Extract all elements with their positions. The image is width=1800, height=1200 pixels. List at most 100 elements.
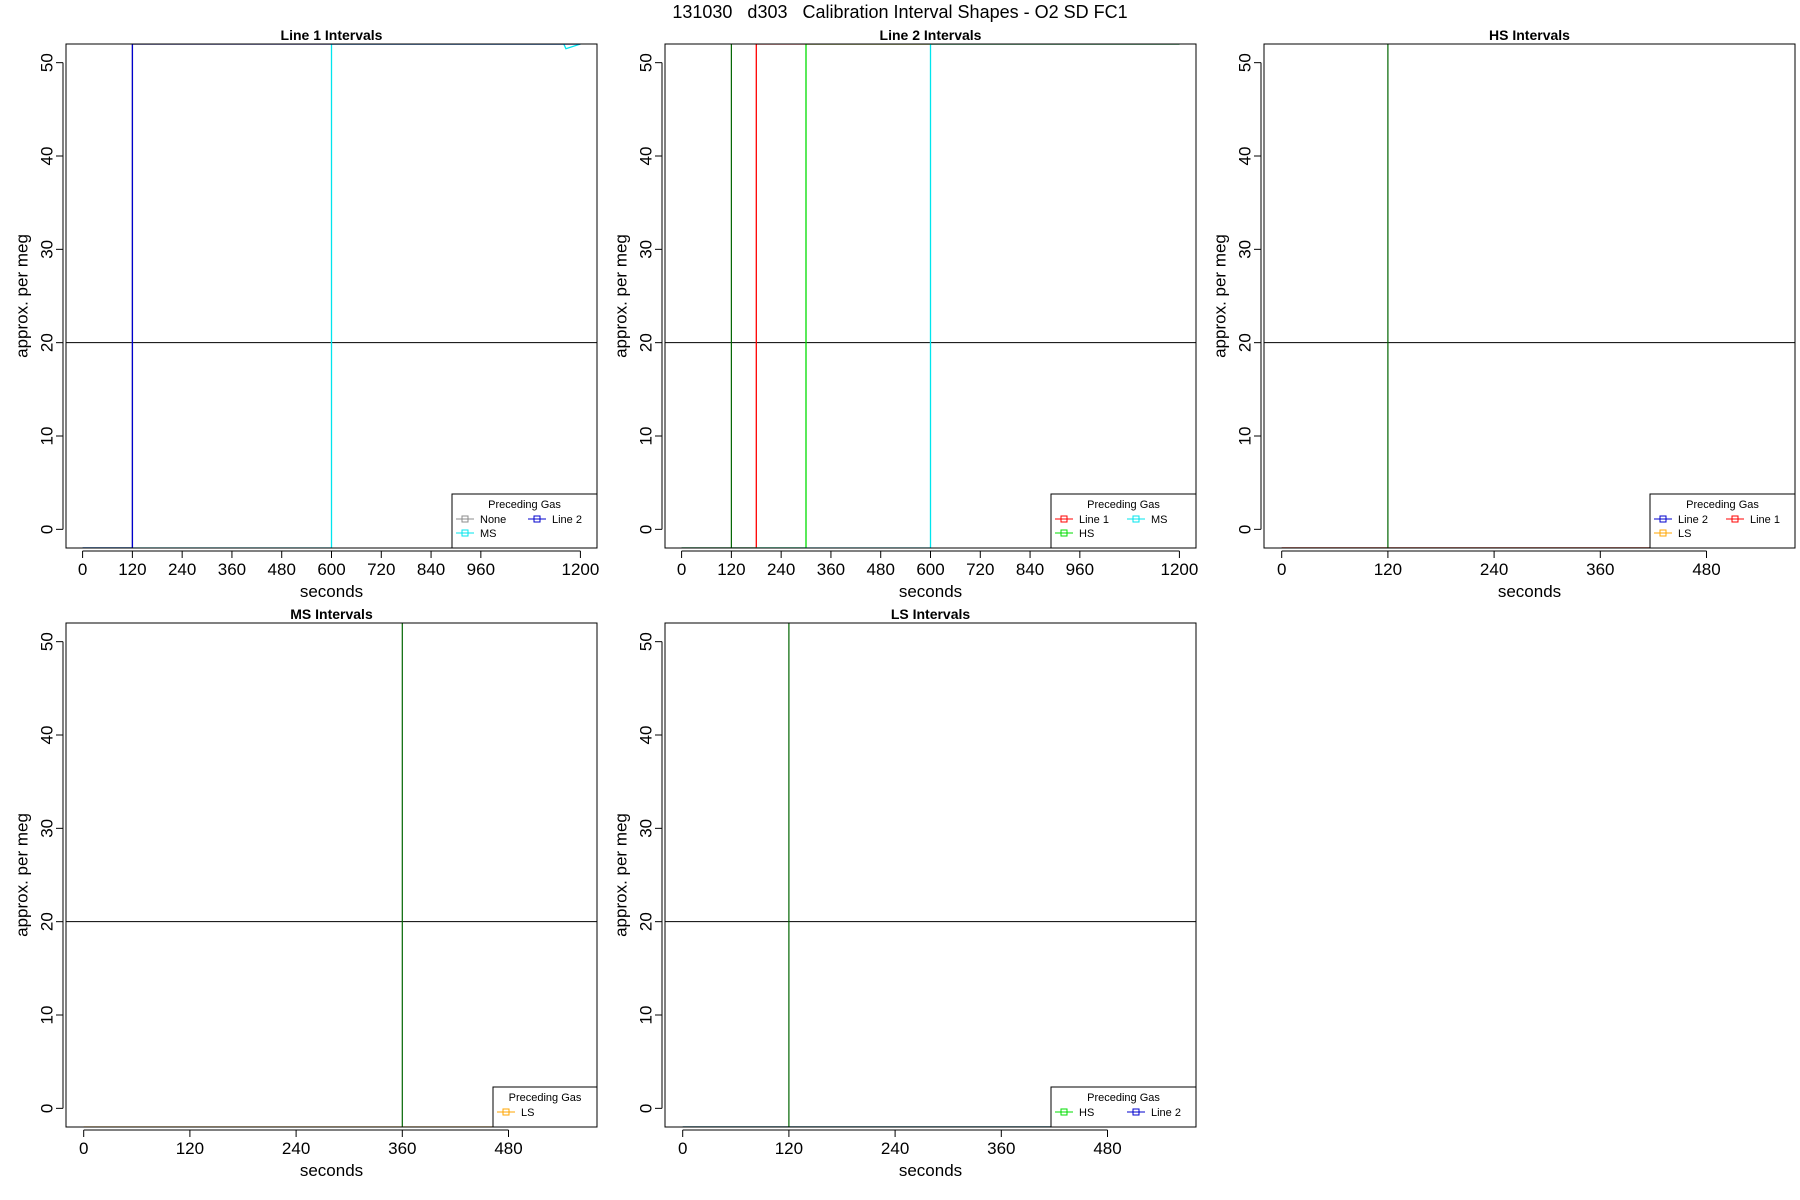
x-tick-label: 120: [176, 1139, 204, 1158]
legend-title: Preceding Gas: [1686, 499, 1759, 511]
x-tick-label: 600: [317, 560, 345, 579]
y-axis-label: approx. per meg: [13, 234, 32, 358]
series-line-ms: [82, 44, 581, 548]
y-tick-label: 20: [637, 912, 656, 931]
legend-entry: Line 1: [1750, 514, 1780, 526]
x-tick-label: 480: [1093, 1139, 1121, 1158]
legend-entry: Line 2: [1151, 1107, 1181, 1119]
x-tick-label: 360: [817, 560, 845, 579]
x-axis-label: seconds: [1498, 582, 1561, 601]
y-tick-label: 30: [1236, 240, 1255, 259]
series-line-ms: [681, 44, 1180, 548]
y-tick-label: 10: [38, 427, 57, 446]
x-tick-label: 480: [494, 1139, 522, 1158]
x-tick-label: 0: [677, 560, 686, 579]
legend-swatch-marker: [1659, 515, 1667, 523]
y-tick-label: 0: [38, 1104, 57, 1113]
legend-box: [1649, 493, 1796, 549]
legend-swatch-marker: [1060, 1108, 1068, 1116]
panel-title: HS Intervals: [1489, 27, 1570, 43]
y-tick-label: 30: [38, 240, 57, 259]
legend-swatch-marker: [1060, 515, 1068, 523]
y-tick-label: 20: [1236, 333, 1255, 352]
y-axis-label: approx. per meg: [612, 234, 631, 358]
y-tick-label: 0: [38, 525, 57, 534]
legend-swatch-marker: [533, 515, 541, 523]
y-tick-label: 20: [637, 333, 656, 352]
legend: Preceding Gas HS Line 2: [1050, 1086, 1197, 1128]
x-tick-label: 240: [1480, 560, 1508, 579]
legend-title: Preceding Gas: [1087, 1092, 1160, 1104]
x-tick-label: 120: [717, 560, 745, 579]
x-tick-label: 1200: [1160, 560, 1198, 579]
legend-box: [451, 493, 598, 549]
y-tick-label: 0: [637, 1104, 656, 1113]
chart-panel-1: Line 1 Intervals 0 120 240 360 480 600 720 840 96…: [13, 27, 600, 601]
chart-panel-5: LS Intervals 0 120 240 360 480 seconds 0 10 20 30 4…: [612, 606, 1197, 1180]
legend-entry: Line 2: [1678, 514, 1708, 526]
y-axis-label: approx. per meg: [612, 813, 631, 937]
y-tick-label: 40: [637, 726, 656, 745]
y-tick-label: 10: [637, 427, 656, 446]
x-tick-label: 840: [417, 560, 445, 579]
legend-title: Preceding Gas: [1087, 499, 1160, 511]
y-tick-label: 10: [637, 1006, 656, 1025]
legend-entry: HS: [1079, 1107, 1094, 1119]
x-tick-label: 0: [1277, 560, 1286, 579]
legend-swatch-marker: [1060, 529, 1068, 537]
x-tick-label: 120: [775, 1139, 803, 1158]
legend-swatch-marker: [1731, 515, 1739, 523]
chart-panel-3: HS Intervals 0 120 240 360 480 seconds 0 10 20 30 4…: [1211, 27, 1796, 601]
x-axis-label: seconds: [899, 582, 962, 601]
legend-entry: Line 2: [552, 514, 582, 526]
y-axis-label: approx. per meg: [1211, 234, 1230, 358]
y-tick-label: 10: [1236, 427, 1255, 446]
legend-box: [1050, 493, 1197, 549]
y-tick-label: 20: [38, 912, 57, 931]
legend-entry: Line 1: [1079, 514, 1109, 526]
x-tick-label: 0: [678, 1139, 687, 1158]
legend-entry: LS: [521, 1107, 534, 1119]
y-tick-label: 40: [637, 147, 656, 166]
y-tick-label: 20: [38, 333, 57, 352]
plot-frame: [664, 43, 1197, 549]
y-tick-label: 0: [1236, 525, 1255, 534]
x-tick-label: 1200: [561, 560, 599, 579]
x-tick-label: 360: [388, 1139, 416, 1158]
x-tick-label: 840: [1016, 560, 1044, 579]
series-line-line-2: [82, 44, 581, 548]
x-tick-label: 240: [767, 560, 795, 579]
plot-frame: [65, 622, 598, 1128]
y-tick-label: 30: [637, 819, 656, 838]
panel-title: MS Intervals: [290, 606, 373, 622]
legend-swatch-marker: [461, 515, 469, 523]
legend-entry: None: [480, 514, 506, 526]
legend-swatch-marker: [1659, 529, 1667, 537]
x-tick-label: 120: [118, 560, 146, 579]
legend-box: [1050, 1086, 1197, 1128]
y-tick-label: 50: [38, 53, 57, 72]
y-axis-label: approx. per meg: [13, 813, 32, 937]
legend-swatch-marker: [1132, 1108, 1140, 1116]
legend-title: Preceding Gas: [488, 499, 561, 511]
y-tick-label: 50: [637, 53, 656, 72]
plot-frame: [65, 43, 598, 549]
y-tick-label: 50: [1236, 53, 1255, 72]
x-tick-label: 120: [1374, 560, 1402, 579]
x-tick-label: 480: [268, 560, 296, 579]
legend-title: Preceding Gas: [509, 1092, 582, 1104]
x-tick-label: 720: [966, 560, 994, 579]
panel-title: Line 2 Intervals: [880, 27, 982, 43]
legend: Preceding Gas None Line 2 MS: [451, 493, 598, 549]
legend: Preceding Gas LS: [492, 1086, 598, 1128]
x-axis-label: seconds: [300, 1161, 363, 1180]
chart-panel-2: Line 2 Intervals 0 120 240 360 480 600 720 840 96…: [612, 27, 1199, 601]
legend-box: [492, 1086, 598, 1128]
plot-frame: [1263, 43, 1796, 549]
y-tick-label: 30: [38, 819, 57, 838]
plot-frame: [664, 622, 1197, 1128]
y-tick-label: 30: [637, 240, 656, 259]
x-tick-label: 360: [218, 560, 246, 579]
y-tick-label: 10: [38, 1006, 57, 1025]
